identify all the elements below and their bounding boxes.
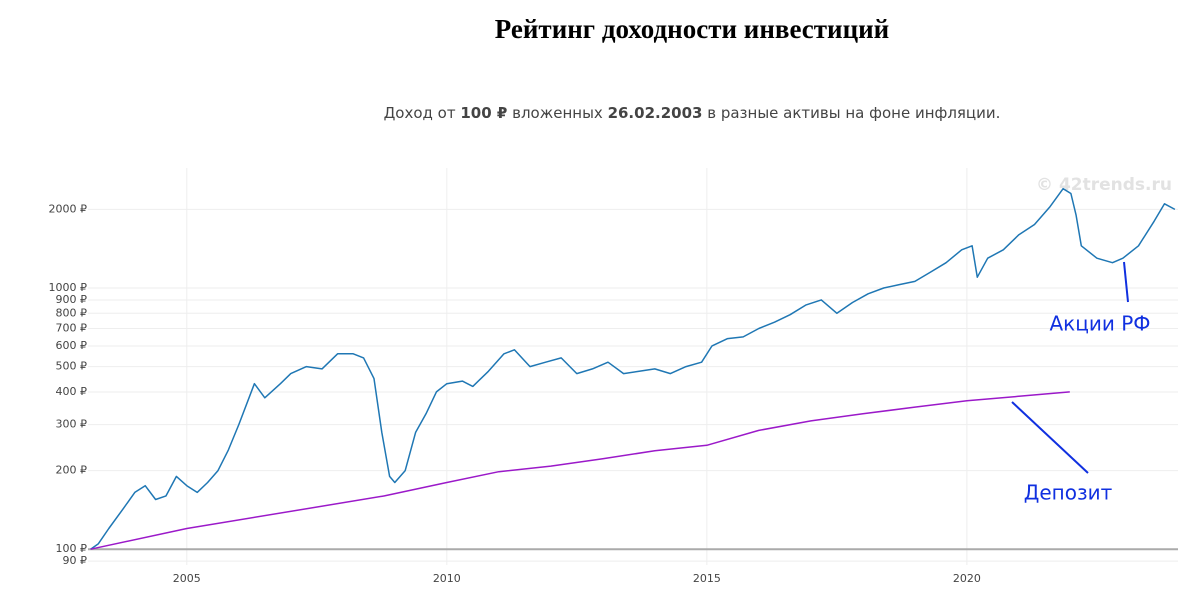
x-tick-label: 2015 xyxy=(693,572,721,585)
subtitle-text: в разные активы на фоне инфляции. xyxy=(702,104,1001,122)
series-line xyxy=(90,187,1176,550)
y-tick-label: 300 ₽ xyxy=(56,418,88,431)
y-tick-label: 90 ₽ xyxy=(63,554,88,567)
annotation-arrow xyxy=(1011,401,1089,474)
y-tick-label: 700 ₽ xyxy=(56,321,88,334)
annotation: Акции РФ xyxy=(1049,312,1150,336)
grid xyxy=(88,168,1178,565)
y-tick-label: 1000 ₽ xyxy=(49,281,88,294)
subtitle-amount: 100 ₽ xyxy=(460,104,508,122)
y-tick-label: 200 ₽ xyxy=(56,464,88,477)
subtitle-date: 26.02.2003 xyxy=(607,104,703,122)
annotation-arrow xyxy=(1123,261,1129,303)
y-tick-label: 900 ₽ xyxy=(56,293,88,306)
series-line xyxy=(90,391,1070,550)
chart-title: Рейтинг доходности инвестиций xyxy=(494,14,890,44)
y-tick-label: 500 ₽ xyxy=(56,360,88,373)
y-tick-label: 100 ₽ xyxy=(56,542,88,555)
annotation: Депозит xyxy=(1024,481,1113,505)
y-tick-label: 400 ₽ xyxy=(56,385,88,398)
y-tick-label: 2000 ₽ xyxy=(49,202,88,215)
watermark: © 42trends.ru xyxy=(1036,175,1172,195)
plot-area xyxy=(90,187,1176,550)
x-tick-label: 2020 xyxy=(953,572,981,585)
subtitle-text: Доход от xyxy=(383,104,461,122)
x-tick-label: 2010 xyxy=(433,572,461,585)
chart-subtitle: Доход от 100 ₽ вложенных 26.02.2003 в ра… xyxy=(0,104,1200,122)
y-tick-label: 600 ₽ xyxy=(56,339,88,352)
x-tick-label: 2005 xyxy=(173,572,201,585)
y-tick-label: 800 ₽ xyxy=(56,306,88,319)
subtitle-text: вложенных xyxy=(507,104,608,122)
